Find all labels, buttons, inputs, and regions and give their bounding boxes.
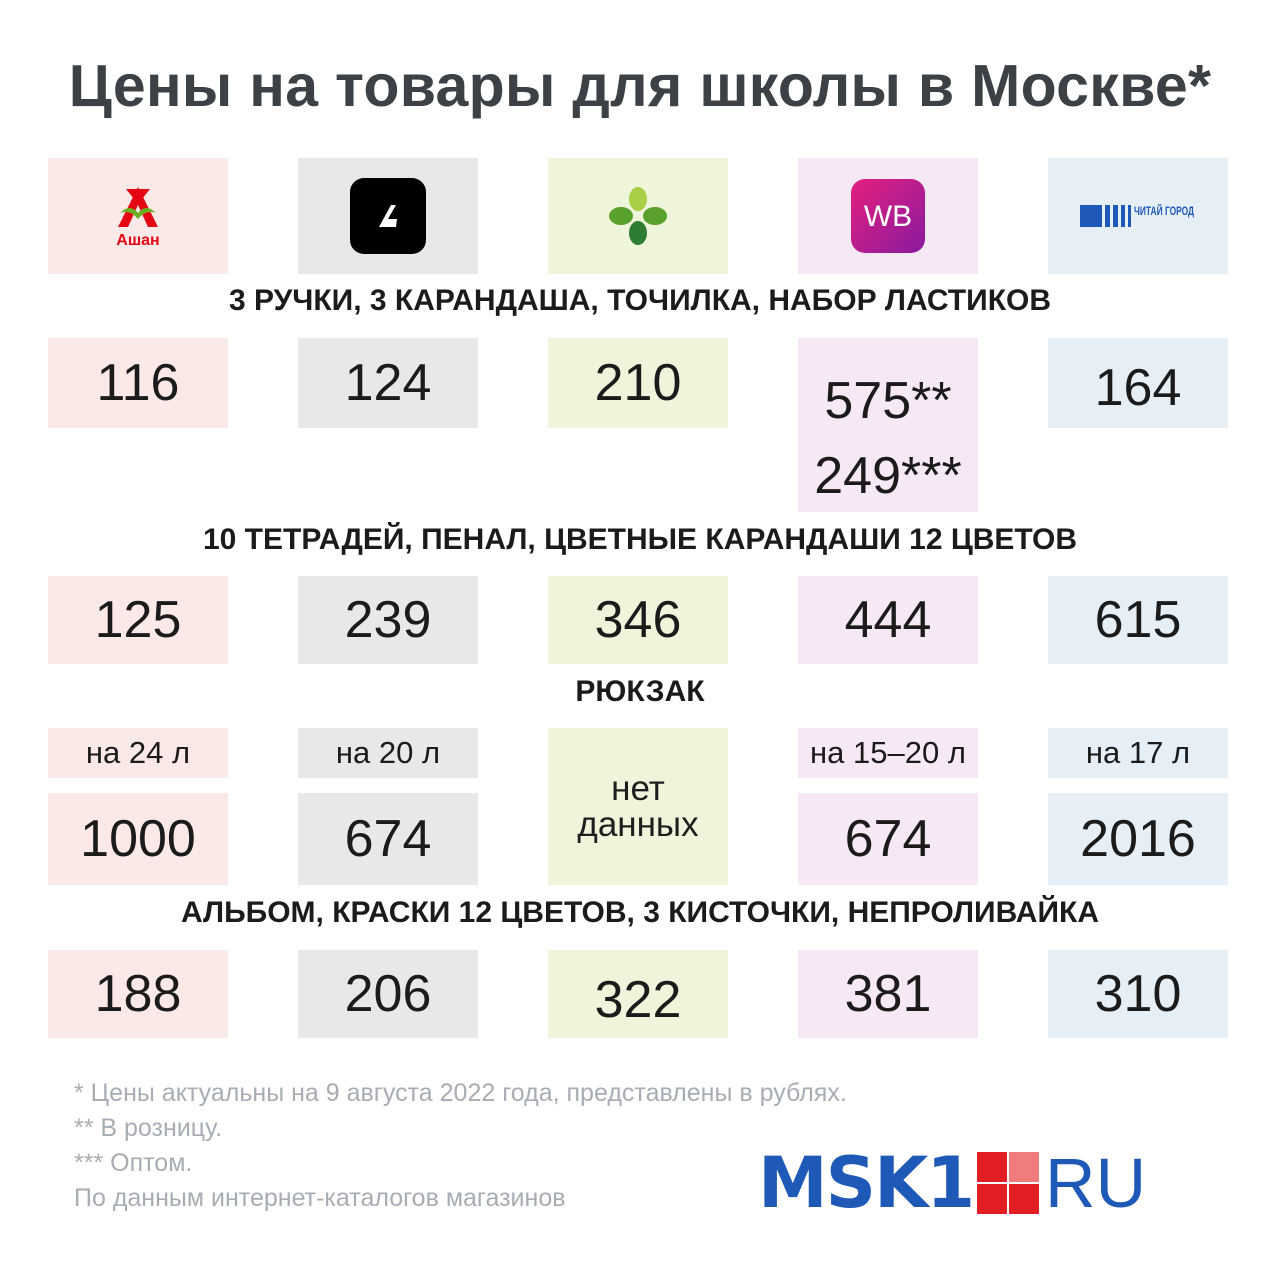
brand-name: MSK1 bbox=[758, 1142, 975, 1224]
section-title-backpack: РЮКЗАК bbox=[575, 675, 705, 708]
no-data-line-1: нет bbox=[611, 768, 665, 808]
footnotes: * Цены актуальны на 9 августа 2022 года,… bbox=[74, 1076, 847, 1216]
volume-lamoda-backpack: на 20 л bbox=[298, 728, 478, 778]
price-chitai-gorod-pens: 164 bbox=[1048, 338, 1228, 428]
footnote-source: По данным интернет-каталогов магазинов bbox=[74, 1184, 566, 1212]
footnote-1: * Цены актуальны на 9 августа 2022 года,… bbox=[74, 1079, 847, 1107]
auchan-logo-text: Ашан bbox=[116, 232, 159, 249]
price-wildberries-retail: 575** bbox=[824, 372, 952, 430]
price-chitai-gorod-backpack: 2016 bbox=[1048, 793, 1228, 885]
price-perekrestok-notebooks: 346 bbox=[548, 576, 728, 664]
price-auchan-album: 188 bbox=[48, 950, 228, 1038]
section-title-pens: 3 РУЧКИ, 3 КАРАНДАША, ТОЧИЛКА, НАБОР ЛАС… bbox=[228, 284, 1052, 317]
price-lamoda-notebooks: 239 bbox=[298, 576, 478, 664]
store-chitai-gorod: ЧИТАЙ ГОРОД bbox=[1048, 158, 1228, 274]
volume-wildberries-backpack: на 15–20 л bbox=[798, 728, 978, 778]
wildberries-logo-text: WB bbox=[864, 200, 912, 233]
price-auchan-notebooks: 125 bbox=[48, 576, 228, 664]
price-wildberries-pens: 575** 249*** bbox=[798, 338, 978, 512]
price-lamoda-album: 206 bbox=[298, 950, 478, 1038]
price-auchan-pens: 116 bbox=[48, 338, 228, 428]
chitai-gorod-logo-text: ЧИТАЙ ГОРОД bbox=[1134, 203, 1194, 218]
footnote-3: *** Оптом. bbox=[74, 1149, 193, 1177]
price-perekrestok-album: 322 bbox=[548, 950, 728, 1038]
price-lamoda-pens: 124 bbox=[298, 338, 478, 428]
no-data-line-2: данных bbox=[577, 804, 699, 844]
price-wildberries-notebooks: 444 bbox=[798, 576, 978, 664]
price-wildberries-backpack: 674 bbox=[798, 793, 978, 885]
store-lamoda bbox=[298, 158, 478, 274]
price-perekrestok-pens: 210 bbox=[548, 338, 728, 428]
footnote-2: ** В розницу. bbox=[74, 1114, 223, 1142]
store-perekrestok bbox=[548, 158, 728, 274]
price-chitai-gorod-album: 310 bbox=[1048, 950, 1228, 1038]
price-wildberries-album: 381 bbox=[798, 950, 978, 1038]
wildberries-logo-icon: WB bbox=[851, 179, 925, 253]
section-title-album: АЛЬБОМ, КРАСКИ 12 ЦВЕТОВ, 3 КИСТОЧКИ, НЕ… bbox=[181, 896, 1099, 929]
lamoda-logo-icon bbox=[350, 178, 426, 254]
perekrestok-logo-icon bbox=[609, 187, 667, 245]
page-title: Цены на товары для школы в Москве* bbox=[68, 53, 1212, 119]
msk1-logo: MSK1 RU bbox=[758, 1142, 1146, 1224]
price-auchan-backpack: 1000 bbox=[48, 793, 228, 885]
no-data-perekrestok-backpack: нет данных bbox=[548, 728, 728, 885]
volume-auchan-backpack: на 24 л bbox=[48, 728, 228, 778]
store-wildberries: WB bbox=[798, 158, 978, 274]
volume-chitai-gorod-backpack: на 17 л bbox=[1048, 728, 1228, 778]
price-chitai-gorod-notebooks: 615 bbox=[1048, 576, 1228, 664]
price-lamoda-backpack: 674 bbox=[298, 793, 478, 885]
auchan-logo-icon: Ашан bbox=[116, 187, 160, 249]
chitai-gorod-logo-icon: ЧИТАЙ ГОРОД bbox=[1080, 203, 1194, 227]
store-auchan: Ашан bbox=[48, 158, 228, 274]
price-wildberries-wholesale: 249*** bbox=[814, 447, 962, 505]
brand-square-icon bbox=[977, 1152, 1040, 1214]
brand-suffix: RU bbox=[1045, 1144, 1147, 1222]
section-title-notebooks: 10 ТЕТРАДЕЙ, ПЕНАЛ, ЦВЕТНЫЕ КАРАНДАШИ 12… bbox=[202, 523, 1078, 556]
